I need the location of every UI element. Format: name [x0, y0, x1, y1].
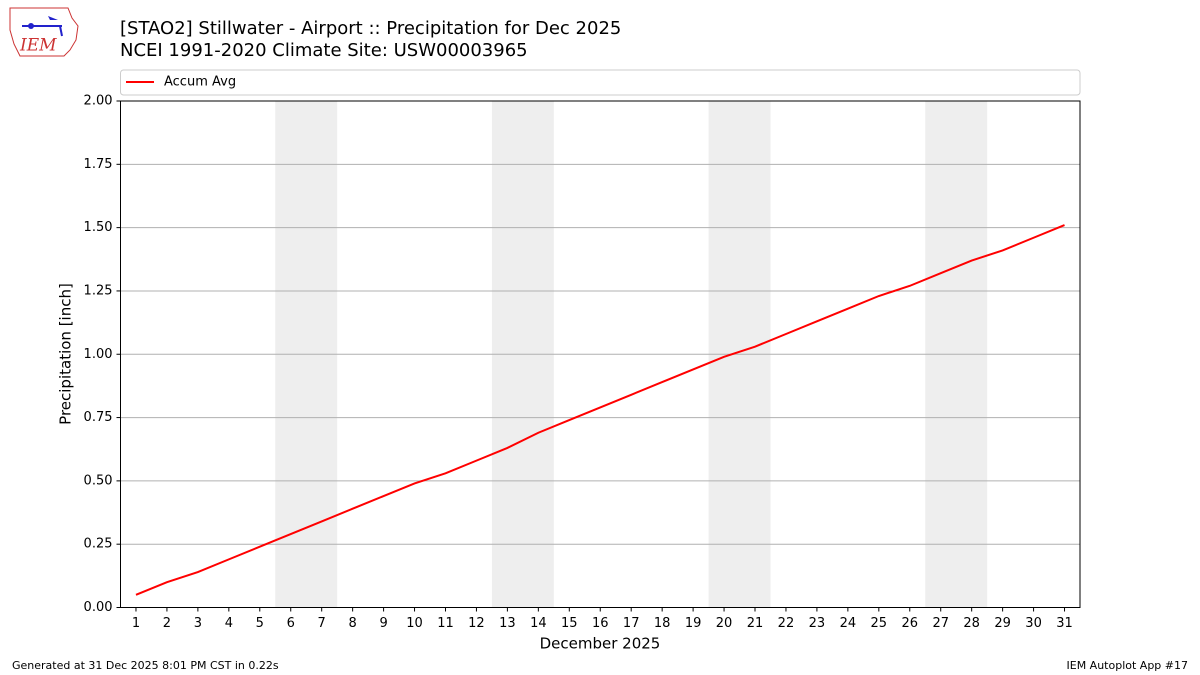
y-tick-label: 0.75 [84, 410, 113, 425]
x-tick-label: 29 [994, 616, 1011, 631]
x-tick-label: 24 [840, 616, 857, 631]
footer-right: IEM Autoplot App #17 [1067, 659, 1189, 672]
line-series [135, 224, 1065, 596]
x-tick-label: 13 [499, 616, 516, 631]
x-tick-label: 26 [901, 616, 918, 631]
x-tick-label: 18 [654, 616, 671, 631]
x-tick-label: 23 [809, 616, 826, 631]
x-tick-label: 2 [163, 616, 171, 631]
x-tick-label: 5 [256, 616, 264, 631]
y-tick-label: 2.00 [84, 94, 113, 109]
y-tick-label: 1.25 [84, 283, 113, 298]
x-tick-label: 9 [379, 616, 387, 631]
x-tick-label: 21 [747, 616, 764, 631]
y-tick-label: 1.00 [84, 347, 113, 362]
x-tick-label: 12 [468, 616, 485, 631]
x-tick-label: 14 [530, 616, 547, 631]
y-tick-label: 1.75 [84, 157, 113, 172]
x-tick-label: 27 [932, 616, 949, 631]
x-tick-label: 19 [685, 616, 702, 631]
x-axis-label: December 2025 [540, 635, 661, 653]
x-tick-label: 10 [406, 616, 423, 631]
x-tick-label: 6 [287, 616, 295, 631]
x-tick-label: 3 [194, 616, 202, 631]
logo: IEM [9, 7, 79, 57]
x-tick-label: 7 [318, 616, 326, 631]
y-axis-label: Precipitation [inch] [57, 283, 75, 425]
x-tick-label: 17 [623, 616, 640, 631]
x-tick-label: 8 [348, 616, 356, 631]
plot-frame [120, 100, 1081, 608]
x-tick-label: 16 [592, 616, 609, 631]
x-tick-label: 25 [871, 616, 888, 631]
footer-left: Generated at 31 Dec 2025 8:01 PM CST in … [12, 659, 279, 672]
x-tick-label: 4 [225, 616, 233, 631]
x-tick-label: 20 [716, 616, 733, 631]
y-tick-label: 1.50 [84, 220, 113, 235]
x-tick-label: 28 [963, 616, 980, 631]
legend-label: Accum Avg [164, 75, 236, 90]
x-tick-label: 31 [1056, 616, 1073, 631]
chart-title: [STAO2] Stillwater - Airport :: Precipit… [120, 18, 621, 39]
x-tick-label: 22 [778, 616, 795, 631]
x-tick-label: 1 [132, 616, 140, 631]
chart-subtitle: NCEI 1991-2020 Climate Site: USW00003965 [120, 40, 528, 61]
y-tick-label: 0.50 [84, 473, 113, 488]
legend-box [120, 69, 1081, 96]
logo-text: IEM [19, 36, 57, 56]
x-tick-label: 30 [1025, 616, 1042, 631]
y-tick-label: 0.00 [84, 600, 113, 615]
y-tick-label: 0.25 [84, 537, 113, 552]
x-tick-label: 15 [561, 616, 578, 631]
x-tick-label: 11 [437, 616, 454, 631]
